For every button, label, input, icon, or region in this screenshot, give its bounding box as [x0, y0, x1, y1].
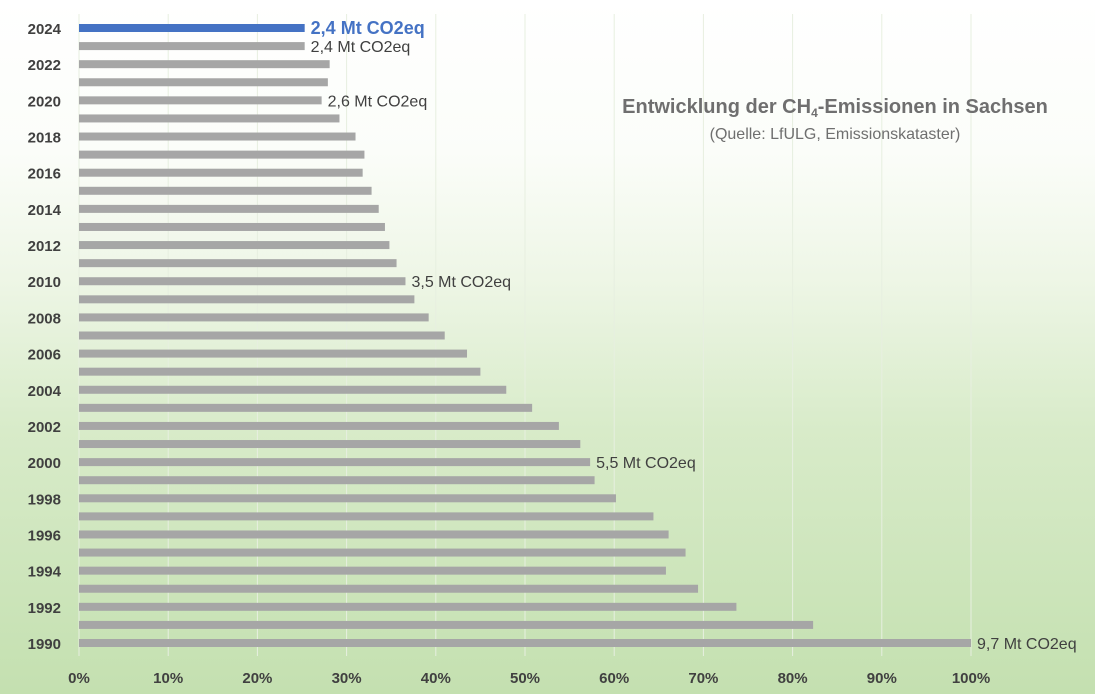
bar	[79, 566, 666, 575]
bar-highlight	[79, 24, 305, 32]
bar	[79, 403, 533, 412]
x-tick-label: 90%	[867, 670, 897, 687]
data-label: 2,6 Mt CO2eq	[328, 93, 428, 110]
y-tick-label: 2016	[28, 166, 61, 183]
bar	[79, 42, 305, 51]
bar	[79, 530, 669, 539]
bar	[79, 168, 363, 177]
data-label: 2,4 Mt CO2eq	[311, 18, 425, 38]
chart-title: Entwicklung der CH4-Emissionen in Sachse…	[622, 96, 1048, 120]
data-label: 5,5 Mt CO2eq	[596, 455, 696, 472]
y-tick-label: 1998	[28, 491, 61, 508]
y-tick-label: 2022	[28, 57, 61, 74]
y-tick-label: 2002	[28, 419, 61, 436]
y-tick-label: 2000	[28, 455, 61, 472]
bar	[79, 222, 385, 231]
x-tick-label: 40%	[421, 670, 451, 687]
bar	[79, 331, 445, 340]
bar	[79, 259, 397, 268]
x-tick-label: 100%	[952, 670, 990, 687]
y-tick-label: 2018	[28, 130, 61, 147]
bar	[79, 476, 595, 485]
y-tick-label: 2012	[28, 238, 61, 255]
data-label: 9,7 Mt CO2eq	[977, 636, 1077, 653]
bar	[79, 639, 971, 647]
y-tick-label: 2020	[28, 93, 61, 110]
x-tick-label: 10%	[153, 670, 183, 687]
bar	[79, 385, 507, 394]
bar	[79, 186, 372, 195]
bar	[79, 349, 468, 358]
bar	[79, 584, 699, 593]
x-tick-label: 50%	[510, 670, 540, 687]
bar	[79, 458, 591, 467]
y-tick-label: 1996	[28, 527, 61, 544]
x-tick-label: 70%	[688, 670, 718, 687]
y-tick-label: 2008	[28, 310, 61, 327]
y-tick-label: 2004	[28, 383, 62, 400]
bar	[79, 114, 340, 123]
bar	[79, 367, 481, 376]
x-tick-label: 20%	[242, 670, 272, 687]
y-tick-label: 2010	[28, 274, 61, 291]
data-label: 2,4 Mt CO2eq	[311, 39, 411, 56]
bar	[79, 204, 379, 213]
bar	[79, 440, 581, 449]
y-tick-label: 1990	[28, 636, 61, 653]
bar	[79, 150, 365, 159]
bar	[79, 548, 686, 557]
bar	[79, 421, 559, 430]
bar	[79, 313, 429, 322]
y-tick-label: 2024	[28, 21, 62, 38]
chart-subtitle: (Quelle: LfULG, Emissionskataster)	[709, 126, 961, 143]
bar	[79, 132, 356, 141]
data-label: 3,5 Mt CO2eq	[411, 274, 511, 291]
y-tick-label: 2006	[28, 347, 61, 364]
bar	[79, 620, 814, 629]
bar	[79, 241, 390, 250]
x-tick-label: 0%	[68, 670, 90, 687]
bar	[79, 512, 654, 521]
y-tick-label: 2014	[28, 202, 62, 219]
bar	[79, 277, 406, 286]
bar	[79, 60, 330, 69]
y-tick-label: 1994	[28, 564, 62, 581]
bar	[79, 78, 328, 87]
y-tick-label: 1992	[28, 600, 61, 617]
x-tick-label: 80%	[778, 670, 808, 687]
bar	[79, 494, 616, 503]
bar	[79, 96, 322, 105]
x-tick-label: 60%	[599, 670, 629, 687]
x-tick-label: 30%	[332, 670, 362, 687]
bar	[79, 602, 737, 611]
bar	[79, 295, 415, 304]
